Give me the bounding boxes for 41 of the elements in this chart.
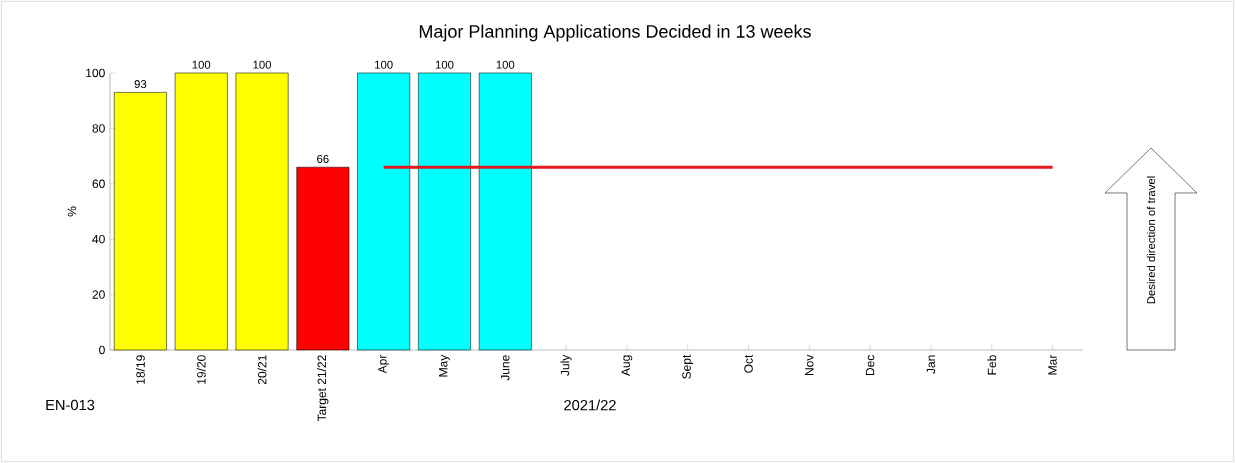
- data-label: 100: [192, 60, 211, 69]
- x-tick-label: 20/21: [257, 355, 267, 385]
- bar: [357, 72, 411, 351]
- x-tick-label: Aug: [621, 355, 633, 377]
- text: EN-013: [46, 399, 95, 411]
- y-tick-label: 100: [86, 68, 105, 78]
- data-label: 100: [435, 60, 454, 69]
- bar: [114, 92, 167, 351]
- y-tick-label: 0: [99, 345, 105, 355]
- data-label: 100: [375, 60, 393, 69]
- x-tick-label: 18/19: [136, 355, 145, 384]
- x-tick-label: May: [439, 354, 450, 377]
- data-label: 66: [317, 154, 329, 163]
- bar: [296, 166, 350, 351]
- data-label: 100: [496, 60, 515, 69]
- bar: [478, 72, 532, 351]
- x-tick-label: Sept: [682, 354, 694, 379]
- bar: [174, 72, 228, 351]
- x-tick-label: Mar: [1048, 354, 1057, 375]
- bar: [418, 72, 471, 351]
- x-tick-label: Oct: [744, 354, 753, 373]
- x-tick-label: Apr: [378, 354, 390, 374]
- x-tick-label: Target 21/22: [317, 355, 329, 422]
- text: Desired direction of travel: [1146, 176, 1156, 304]
- bar: [235, 72, 289, 351]
- data-label: 100: [253, 60, 272, 69]
- x-tick-label: Dec: [865, 355, 875, 376]
- x-tick-label: Nov: [805, 354, 814, 376]
- x-tick-label: Jan: [926, 355, 936, 374]
- x-tick-label: 19/20: [196, 355, 206, 384]
- y-tick-label: 40: [92, 234, 105, 244]
- x-tick-label: July: [560, 354, 572, 376]
- data-label: 93: [134, 80, 147, 89]
- chart-title: Major Planning Applications Decided in 13 weeks: [419, 24, 811, 42]
- y-tick-label: 80: [92, 124, 105, 133]
- x-tick-label: Feb: [987, 355, 997, 375]
- y-tick-label: 60: [92, 179, 105, 189]
- y-axis-title: %: [67, 206, 77, 217]
- x-tick-label: June: [501, 355, 510, 381]
- y-tick-label: 20: [92, 290, 105, 299]
- text: 2021/22: [564, 399, 616, 411]
